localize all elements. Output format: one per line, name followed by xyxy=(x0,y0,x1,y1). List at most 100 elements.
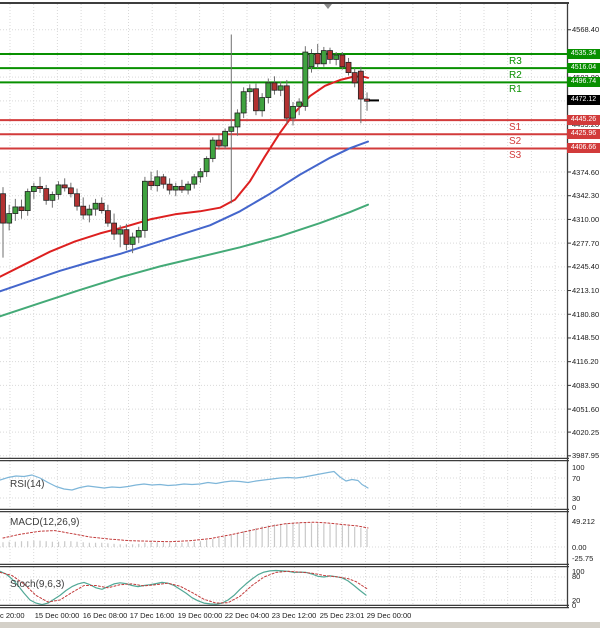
macd-panel xyxy=(2,521,369,547)
candle xyxy=(123,223,130,251)
rsi-panel xyxy=(0,470,369,491)
level-label-s1: S1 xyxy=(509,122,522,134)
candle xyxy=(364,92,370,111)
y-axis-tick: 4051.60 xyxy=(572,404,600,414)
candle xyxy=(18,199,25,219)
y-axis-tick: 4277.70 xyxy=(572,238,600,248)
candle xyxy=(296,98,303,116)
stoch-axis-tick: 0 xyxy=(572,600,577,610)
candle xyxy=(191,173,198,189)
macd-axis-tick: -25.75 xyxy=(572,553,594,563)
candle xyxy=(129,232,136,254)
price-badge-s2: 4425.96 xyxy=(567,129,600,140)
y-axis-tick: 4310.00 xyxy=(572,214,600,224)
candle xyxy=(283,79,290,124)
candle xyxy=(37,176,43,193)
ma-fast-red-line xyxy=(0,75,369,278)
candle xyxy=(104,204,111,227)
y-axis-tick: 4083.90 xyxy=(572,380,600,390)
candle xyxy=(12,198,19,221)
level-label-s3: S3 xyxy=(509,150,522,162)
y-axis-tick: 4342.30 xyxy=(572,191,600,201)
candle xyxy=(339,52,346,70)
y-axis-tick: 4116.20 xyxy=(572,357,599,367)
candle xyxy=(327,47,333,64)
candle xyxy=(357,66,364,124)
stoch-indicator-label: Stoch(9,6,3) xyxy=(10,579,65,590)
price-badge-current: 4472.12 xyxy=(567,95,600,106)
x-axis-label: 19 Dec 00:00 xyxy=(177,611,223,620)
x-axis-label: 15 Dec 00:00 xyxy=(34,611,80,620)
candle xyxy=(166,178,173,195)
candle xyxy=(314,43,321,69)
candle xyxy=(246,84,253,102)
candle xyxy=(203,156,210,177)
rsi-indicator-label: RSI(14) xyxy=(10,479,45,490)
candle xyxy=(55,181,62,200)
rsi-axis-tick: 100 xyxy=(572,462,585,472)
candle xyxy=(179,179,185,193)
candle xyxy=(30,182,37,199)
price-badge-s1: 4445.26 xyxy=(567,115,600,126)
y-axis-tick: 3987.95 xyxy=(572,451,600,461)
candle xyxy=(49,191,56,208)
x-axis-label: c 20:00 xyxy=(0,611,25,620)
stoch-d-line xyxy=(0,570,369,604)
candle xyxy=(154,170,161,192)
y-axis-tick: 4374.60 xyxy=(572,167,600,177)
top-marker-icon xyxy=(324,4,332,9)
level-label-r1: R1 xyxy=(509,84,522,96)
price-badge-r2: 4516.04 xyxy=(567,63,600,74)
candle xyxy=(160,173,167,189)
candle xyxy=(92,198,99,216)
candle xyxy=(142,176,148,238)
candle xyxy=(61,178,68,192)
rsi-line xyxy=(0,470,369,491)
stoch-axis-tick: 20 xyxy=(572,595,581,605)
x-axis-label: 29 Dec 00:00 xyxy=(366,611,412,620)
y-axis-tick: 4213.10 xyxy=(572,286,600,296)
price-badge-r3: 4535.34 xyxy=(567,49,600,60)
price-badge-s3: 4406.66 xyxy=(567,143,600,154)
rsi-axis-tick: 30 xyxy=(572,493,581,503)
level-label-s2: S2 xyxy=(509,136,522,148)
candle xyxy=(197,168,204,183)
candle xyxy=(277,81,284,97)
candle xyxy=(135,226,142,243)
candle xyxy=(148,171,154,191)
candle xyxy=(111,213,117,240)
candle xyxy=(74,188,80,211)
y-axis-tick: 4568.40 xyxy=(572,25,600,35)
x-axis-label: 22 Dec 04:00 xyxy=(224,611,270,620)
y-axis-tick: 4503.80 xyxy=(572,73,599,82)
rsi-axis-tick: 0 xyxy=(572,502,577,512)
candle xyxy=(240,87,247,119)
macd-axis-tick: 49.212 xyxy=(572,516,595,526)
candle xyxy=(333,52,340,66)
candle xyxy=(302,46,309,111)
candle xyxy=(0,187,6,258)
candle xyxy=(234,109,241,136)
support-resistance-lines xyxy=(0,53,567,150)
window-bottom-strip xyxy=(0,622,600,628)
candle xyxy=(320,46,327,67)
candle xyxy=(216,135,222,150)
price-badge-r1: 4496.74 xyxy=(567,77,600,88)
x-axis-label: 25 Dec 23:01 xyxy=(319,611,365,620)
candle xyxy=(43,184,50,205)
y-axis-tick: 4245.40 xyxy=(572,262,600,272)
x-axis-label: 16 Dec 08:00 xyxy=(82,611,128,620)
candle xyxy=(259,93,266,117)
candle xyxy=(265,78,272,104)
stochastic-panel xyxy=(0,569,369,606)
candle xyxy=(67,182,74,198)
candle xyxy=(228,34,235,204)
y-axis-tick: 4148.50 xyxy=(572,333,600,343)
candle xyxy=(86,204,93,223)
y-axis-tick: 4020.25 xyxy=(572,427,600,437)
macd-axis-tick: 0.00 xyxy=(572,542,587,552)
candle xyxy=(117,225,124,248)
rsi-axis-tick: 70 xyxy=(572,473,581,483)
